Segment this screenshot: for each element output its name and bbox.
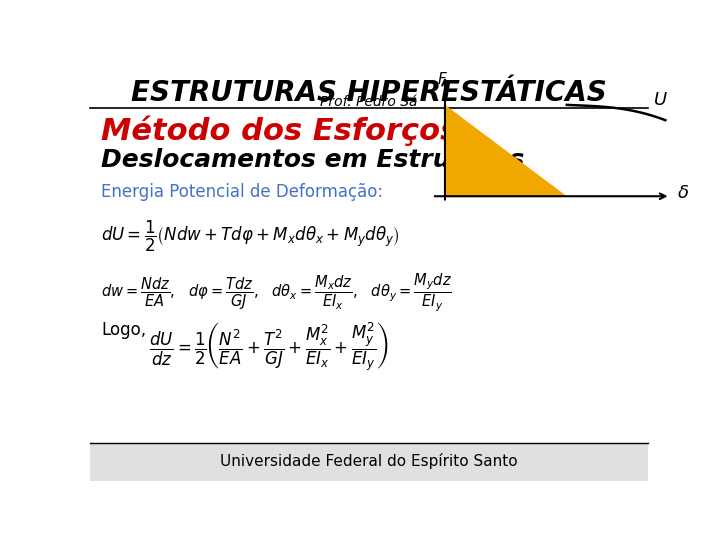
Text: Método dos Esforços: Método dos Esforços [101, 116, 459, 146]
Text: Universidade Federal do Espírito Santo: Universidade Federal do Espírito Santo [220, 453, 518, 469]
Text: Logo,: Logo, [101, 321, 146, 339]
Text: $\dfrac{dU}{dz} = \dfrac{1}{2}\left(\dfrac{N^2}{EA} + \dfrac{T^2}{GJ} + \dfrac{M: $\dfrac{dU}{dz} = \dfrac{1}{2}\left(\dfr… [148, 321, 389, 373]
Text: ESTRUTURAS HIPERESTÁTICAS: ESTRUTURAS HIPERESTÁTICAS [131, 79, 607, 107]
Text: $dU = \dfrac{1}{2}\left(Ndw + Td\varphi + M_x d\theta_x + M_y d\theta_y\right)$: $dU = \dfrac{1}{2}\left(Ndw + Td\varphi … [101, 219, 400, 254]
Polygon shape [445, 105, 567, 196]
Text: $\delta$: $\delta$ [678, 185, 690, 202]
Text: Deslocamentos em Estruturas: Deslocamentos em Estruturas [101, 148, 525, 172]
Text: Energia Potencial de Deformação:: Energia Potencial de Deformação: [101, 183, 383, 201]
Text: $U$: $U$ [653, 91, 667, 109]
Text: $F$: $F$ [437, 71, 448, 87]
Text: Prof. Pedro Sá: Prof. Pedro Sá [320, 94, 418, 109]
Bar [90, 443, 648, 481]
Text: $dw = \dfrac{Ndz}{EA}$,   $d\varphi = \dfrac{Tdz}{GJ}$,   $d\theta_x = \dfrac{M_: $dw = \dfrac{Ndz}{EA}$, $d\varphi = \dfr… [101, 271, 452, 313]
